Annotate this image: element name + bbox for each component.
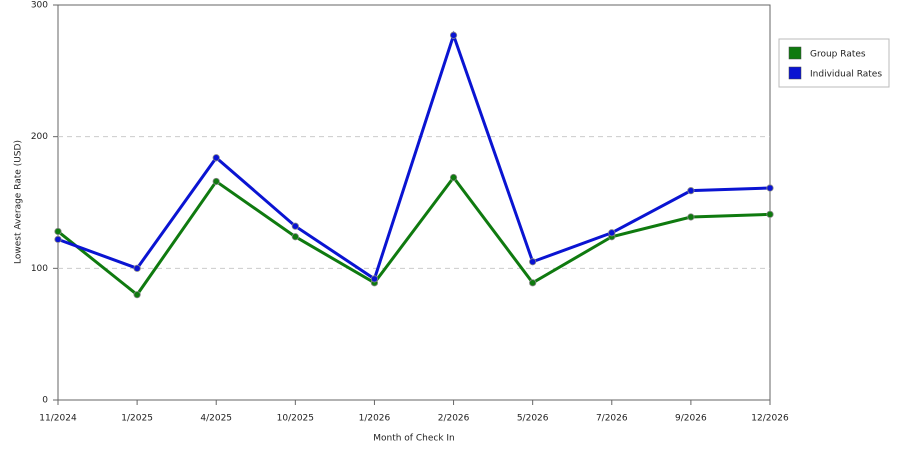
- y-tick-label: 100: [31, 264, 48, 274]
- data-point: [766, 184, 774, 192]
- data-point: [687, 187, 695, 195]
- x-axis-title: Month of Check In: [373, 434, 455, 444]
- data-point: [291, 233, 299, 241]
- x-tick-label: 10/2025: [277, 414, 314, 424]
- legend-swatch: [788, 66, 802, 80]
- y-tick-label: 300: [31, 1, 48, 11]
- data-point: [212, 177, 220, 186]
- y-tick-label: 0: [42, 396, 48, 406]
- x-tick-label: 7/2026: [596, 414, 628, 424]
- data-point: [370, 275, 379, 283]
- x-tick-label: 1/2025: [121, 414, 153, 424]
- data-point: [529, 258, 537, 266]
- y-axis-title: Lowest Average Rate (USD): [14, 140, 24, 264]
- data-point: [766, 210, 774, 218]
- x-tick-label: 11/2024: [39, 414, 77, 424]
- legend-swatch: [788, 46, 802, 60]
- data-point: [608, 229, 616, 237]
- x-tick-label: 1/2026: [359, 414, 391, 424]
- data-point: [291, 222, 299, 230]
- legend-box: [778, 38, 890, 88]
- legend-label: Individual Rates: [810, 70, 882, 80]
- data-point: [54, 235, 62, 243]
- data-point: [449, 173, 458, 182]
- legend-label: Group Rates: [810, 50, 866, 60]
- x-tick-label: 9/2026: [675, 414, 707, 424]
- data-point: [449, 31, 458, 39]
- data-point: [133, 264, 141, 272]
- series-line: [57, 174, 771, 297]
- x-tick-label: 2/2026: [438, 414, 470, 424]
- x-tick-label: 5/2026: [517, 414, 549, 424]
- data-point: [133, 291, 141, 299]
- data-point: [212, 154, 220, 162]
- x-tick-label: 4/2025: [200, 414, 232, 424]
- x-tick-label: 12/2026: [751, 414, 789, 424]
- data-point: [687, 213, 695, 221]
- data-point: [529, 279, 537, 287]
- plot-frame: [57, 4, 771, 401]
- series-line: [57, 30, 771, 282]
- y-tick-label: 200: [31, 132, 48, 142]
- data-point: [54, 227, 62, 236]
